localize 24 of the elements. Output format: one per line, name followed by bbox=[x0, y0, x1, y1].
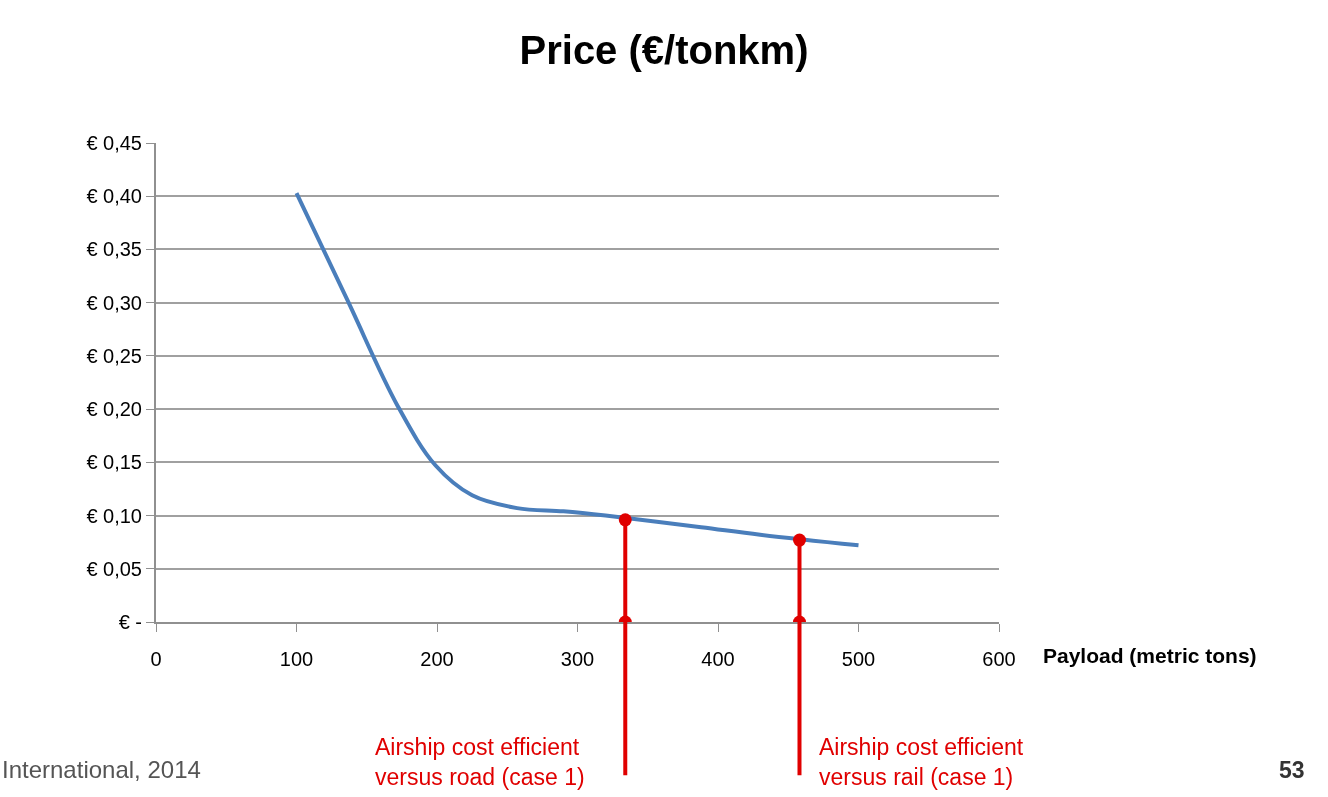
y-tick-label: € 0,20 bbox=[86, 398, 142, 421]
text: 53 bbox=[1279, 757, 1305, 783]
y-tick-label: € 0,40 bbox=[86, 185, 142, 208]
x-tick-label: 400 bbox=[701, 648, 735, 670]
x-tick-label: 500 bbox=[841, 648, 876, 670]
y-tick-label: € 0,10 bbox=[86, 504, 142, 527]
x-tick-label: 100 bbox=[279, 648, 314, 670]
y-tick-label: € 0,35 bbox=[86, 238, 142, 261]
x-axis-title: Payload (metric tons) bbox=[1043, 644, 1257, 667]
x-tick-label: 200 bbox=[420, 648, 454, 670]
ref-line-label: Airship cost efficient versus road (case 1) bbox=[375, 734, 585, 790]
x-tick-label: 600 bbox=[982, 648, 1016, 670]
y-tick-label: € 0,05 bbox=[86, 557, 142, 580]
line-series bbox=[294, 191, 861, 548]
x-tick-label: 0 bbox=[150, 648, 162, 670]
y-tick-label: € 0,30 bbox=[86, 291, 142, 314]
y-tick-label: € - bbox=[118, 611, 142, 633]
y-tick-label: € 0,45 bbox=[86, 132, 142, 154]
text: International, 2014 bbox=[2, 756, 201, 783]
y-tick-label: € 0,15 bbox=[86, 451, 142, 474]
y-tick-label: € 0,25 bbox=[86, 344, 142, 367]
ref-line-label: Airship cost efficient versus rail (case 1) bbox=[819, 734, 1024, 790]
x-tick-label: 300 bbox=[560, 648, 595, 670]
chart-title: Price (€/tonkm) bbox=[519, 27, 809, 72]
